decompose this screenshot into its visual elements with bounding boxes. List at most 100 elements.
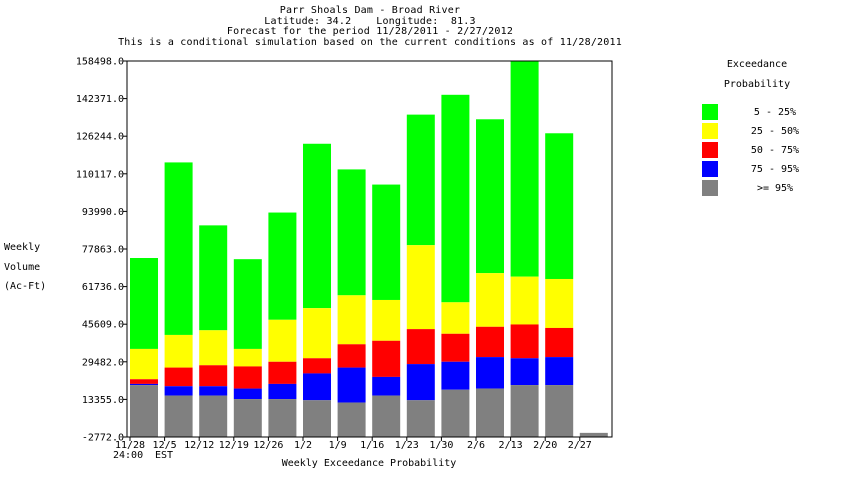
- bar-12-19-75-95-: [233, 388, 262, 400]
- bar-1-16--95-: [372, 395, 401, 437]
- forecast-period: Forecast for the period 11/28/2011 - 2/2…: [226, 26, 514, 37]
- chart-title: Parr Shoals Dam - Broad River: [279, 5, 461, 16]
- bar-12-12--95-: [199, 395, 228, 437]
- bar-12-26-5-25-: [268, 212, 297, 320]
- bar-12-12-25-50-: [199, 330, 228, 366]
- legend-label: 75 - 95%: [750, 164, 800, 175]
- legend-swatch: [702, 123, 718, 139]
- bar-1-2-5-25-: [303, 143, 331, 309]
- bar-2-6-5-25-: [476, 119, 504, 274]
- legend-label: 50 - 75%: [750, 145, 800, 156]
- bar-1-30-50-75-: [441, 333, 470, 362]
- bar-1-16-25-50-: [372, 299, 401, 341]
- bar-2-6--95-: [476, 388, 504, 437]
- bar-1-23-25-50-: [406, 245, 435, 330]
- legend-label: >= 95%: [756, 183, 794, 194]
- y-tick-label: 29482.0: [82, 357, 124, 368]
- bar-1-9-75-95-: [337, 367, 366, 403]
- bar-12-26-50-75-: [268, 361, 297, 384]
- x-tick-label: 12/26: [253, 440, 283, 451]
- x-tick-label: 1/9: [329, 440, 347, 451]
- y-tick-label: 77863.0: [82, 245, 124, 256]
- legend-swatch: [702, 104, 718, 120]
- bar-1-16-75-95-: [372, 376, 401, 396]
- bar-1-30--95-: [441, 389, 470, 437]
- legend-swatch: [702, 180, 718, 196]
- bar-1-2-25-50-: [303, 308, 331, 359]
- bar-1-9-50-75-: [337, 344, 366, 368]
- x-tick-label: 2/27: [568, 440, 592, 451]
- legend: Exceedance Probability 5 - 25% 25 - 50% 50…: [690, 55, 830, 199]
- x-tick-label: 11/28: [115, 440, 145, 451]
- x-tick-label: 2/20: [533, 440, 557, 451]
- time-note-line2: EST: [155, 450, 173, 461]
- x-tick-label: 1/30: [429, 440, 453, 451]
- y-tick-label: -2772.0: [82, 433, 124, 444]
- bar-2-6-50-75-: [476, 326, 504, 358]
- bar-2-20-5-25-: [545, 133, 574, 279]
- bar-2-13-50-75-: [510, 324, 539, 359]
- y-tick-label: 126244.0: [76, 132, 124, 143]
- x-tick-label: 12/19: [219, 440, 249, 451]
- legend-label: 25 - 50%: [750, 126, 800, 137]
- legend-title-line2: Probability: [723, 78, 791, 90]
- chart-header: Parr Shoals Dam - Broad River Latitude: …: [0, 5, 740, 48]
- y-tick-label: 93990.0: [82, 207, 124, 218]
- x-tick-label: 2/13: [499, 440, 523, 451]
- bar-2-13-75-95-: [510, 358, 539, 386]
- x-tick-label: 1/16: [360, 440, 384, 451]
- bar-2-27--95-: [579, 432, 608, 437]
- bar-1-2-75-95-: [303, 373, 331, 401]
- legend-swatch: [702, 142, 718, 158]
- legend-item: 5 - 25%: [690, 104, 830, 123]
- bar-2-6-75-95-: [476, 357, 504, 389]
- bar-1-30-5-25-: [441, 94, 470, 303]
- legend-title-line1: Exceedance: [726, 59, 788, 70]
- bar-12-19-50-75-: [233, 366, 262, 389]
- bar-12-5-25-50-: [164, 334, 193, 368]
- bar-12-5-75-95-: [164, 386, 193, 396]
- bar-12-26-25-50-: [268, 319, 297, 362]
- x-tick-label: 1/2: [294, 440, 312, 451]
- bar-11-28-25-50-: [130, 348, 158, 380]
- bar-1-30-25-50-: [441, 302, 470, 334]
- time-note-line1: 24:00: [113, 450, 143, 461]
- x-tick-label: 2/6: [467, 440, 485, 451]
- legend-item: 50 - 75%: [690, 142, 830, 161]
- x-tick-label: 12/5: [153, 440, 177, 451]
- bar-12-5--95-: [164, 395, 193, 437]
- bar-11-28-75-95-: [130, 383, 158, 386]
- bar-2-20--95-: [545, 385, 574, 437]
- bar-1-23-5-25-: [406, 114, 435, 246]
- legend-item: 75 - 95%: [690, 161, 830, 180]
- bar-1-23-75-95-: [406, 364, 435, 401]
- bar-1-2--95-: [303, 400, 331, 437]
- bar-12-26-75-95-: [268, 383, 297, 400]
- x-tick-label: 1/23: [395, 440, 419, 451]
- legend-label: 5 - 25%: [753, 107, 797, 118]
- bar-12-12-5-25-: [199, 225, 228, 331]
- bar-12-19-5-25-: [233, 259, 262, 349]
- y-axis-label: Weekly Volume (Ac-Ft): [4, 238, 46, 297]
- y-tick-label: 45609.0: [82, 320, 124, 331]
- bar-12-12-75-95-: [199, 386, 228, 396]
- bar-12-5-50-75-: [164, 367, 193, 387]
- bar-1-9-5-25-: [337, 169, 366, 296]
- bar-1-16-50-75-: [372, 340, 401, 377]
- y-tick-label: 158498.0: [76, 57, 124, 68]
- bar-12-19-25-50-: [233, 348, 262, 367]
- bar-2-20-50-75-: [545, 327, 574, 358]
- bar-2-20-25-50-: [545, 278, 574, 328]
- simulation-note: This is a conditional simulation based o…: [118, 36, 622, 48]
- bar-1-30-75-95-: [441, 361, 470, 390]
- bar-11-28-50-75-: [130, 379, 158, 384]
- legend-item: >= 95%: [690, 180, 830, 199]
- bar-2-13--95-: [510, 385, 539, 437]
- bar-1-2-50-75-: [303, 358, 331, 374]
- bar-1-23--95-: [406, 400, 435, 437]
- legend-swatch: [702, 161, 718, 177]
- bar-12-26--95-: [268, 399, 297, 437]
- bar-12-12-50-75-: [199, 365, 228, 387]
- bar-1-23-50-75-: [406, 329, 435, 365]
